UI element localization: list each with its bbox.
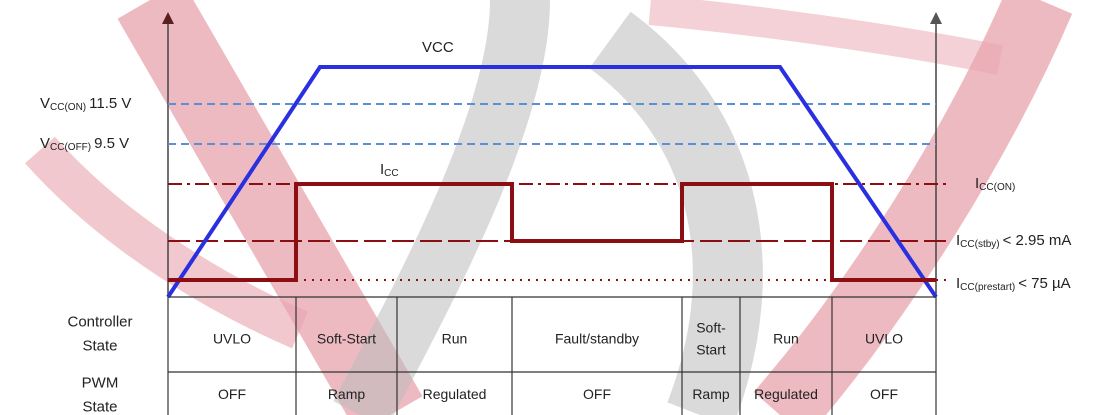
vcc-waveform <box>166 65 938 299</box>
level-sub: CC(ON) <box>50 102 86 113</box>
level-text: < 75 µA <box>1018 275 1070 292</box>
level-sub: CC(OFF) <box>50 142 91 153</box>
state-cell: OFF <box>583 386 611 402</box>
level-label: ICC(prestart) < 75 µA <box>956 275 1071 293</box>
state-cell: Ramp <box>328 386 366 402</box>
level-label: ICC(stby) < 2.95 mA <box>956 232 1071 250</box>
state-cell: Ramp <box>692 386 730 402</box>
state-cell: Regulated <box>754 386 818 402</box>
level-label: VCC(ON) 11.5 V <box>40 95 131 113</box>
state-cell: OFF <box>218 386 246 402</box>
state-cell: Soft- <box>696 320 726 336</box>
level-sub: CC(stby) <box>960 239 999 250</box>
level-text: 9.5 V <box>94 135 129 152</box>
state-cell: UVLO <box>865 331 903 347</box>
icc-sub: CC <box>384 168 398 179</box>
level-main: I <box>975 175 979 192</box>
level-label: ICC(ON) <box>975 175 1015 193</box>
state-cell: Fault/standby <box>555 331 639 347</box>
level-sub: CC(ON) <box>979 182 1015 193</box>
row-header: State <box>82 398 117 415</box>
level-main: I <box>956 275 960 292</box>
level-label: VCC(OFF) 9.5 V <box>40 135 129 153</box>
state-cell: Soft-Start <box>317 331 376 347</box>
state-cell: OFF <box>870 386 898 402</box>
state-cell: Start <box>696 342 726 358</box>
icc-main: I <box>380 161 384 178</box>
row-header: State <box>82 337 117 354</box>
state-cell: Run <box>773 331 799 347</box>
level-main: V <box>40 95 50 112</box>
row-header: PWM <box>82 374 119 391</box>
watermark <box>25 0 1073 415</box>
icc-waveform <box>168 182 936 282</box>
level-text: < 2.95 mA <box>1003 232 1072 249</box>
state-cell: Run <box>442 331 468 347</box>
vcc-label: VCC <box>422 39 454 56</box>
row-header: Controller <box>67 313 132 330</box>
level-text: 11.5 V <box>89 95 131 112</box>
state-cell: UVLO <box>213 331 251 347</box>
axes <box>162 12 942 297</box>
level-main: V <box>40 135 50 152</box>
level-sub: CC(prestart) <box>960 282 1015 293</box>
icc-label: ICC <box>380 161 399 179</box>
level-main: I <box>956 232 960 249</box>
state-cell: Regulated <box>423 386 487 402</box>
